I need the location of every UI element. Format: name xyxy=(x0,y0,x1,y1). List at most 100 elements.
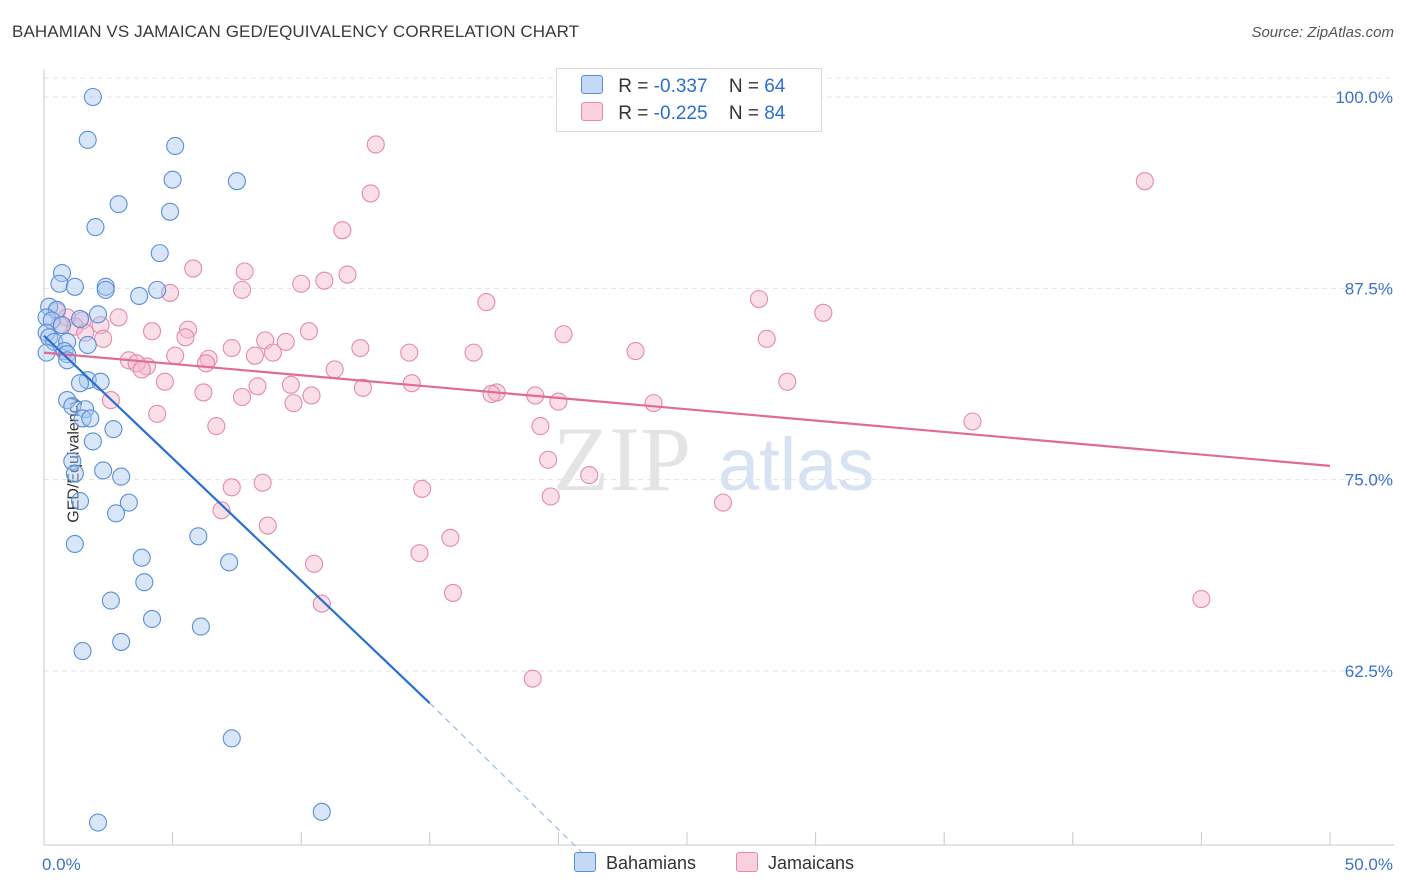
bahamians-point xyxy=(83,87,102,107)
bahamians-point xyxy=(50,274,69,293)
jamaicans-point xyxy=(531,417,550,436)
watermark-zip: ZIP xyxy=(553,408,691,510)
trend-lines xyxy=(43,334,1331,856)
jamaicans-point xyxy=(464,343,483,362)
legend-swatch-pink xyxy=(581,102,603,121)
bottom-legend-jamaicans: Jamaicans xyxy=(736,852,854,874)
grid-lines xyxy=(44,77,1394,672)
jamaicans-point xyxy=(302,386,321,405)
x-tick-label: 50.0% xyxy=(1345,855,1393,874)
jamaicans-point xyxy=(963,412,982,431)
jamaicans-point xyxy=(305,554,324,573)
bahamians-point xyxy=(227,172,246,191)
jamaicans-point xyxy=(366,135,385,154)
jamaicans-point xyxy=(400,343,419,362)
bahamians-point xyxy=(104,420,123,439)
y-tick-label: 100.0% xyxy=(1335,88,1393,107)
jamaicans-point xyxy=(315,271,334,290)
axes xyxy=(43,70,1394,846)
jamaicans-point xyxy=(194,383,213,402)
bahamians-point xyxy=(52,263,72,283)
bahamians-point xyxy=(160,202,180,221)
legend-r-label: R = xyxy=(618,103,649,124)
legend-r-value: -0.225 xyxy=(653,103,708,124)
legend-r-value: -0.337 xyxy=(653,76,708,97)
jamaicans-point xyxy=(477,293,496,312)
y-tick-label: 75.0% xyxy=(1345,471,1393,490)
jamaicans-point xyxy=(757,329,776,348)
legend-n-label: N = xyxy=(728,76,759,97)
bahamians-point xyxy=(222,729,241,748)
bottom-legend-swatch-blue xyxy=(574,852,596,872)
jamaicans-point xyxy=(207,417,226,436)
jamaicans-point xyxy=(626,342,645,361)
jamaicans-points xyxy=(47,135,1211,688)
jamaicans-point xyxy=(258,516,277,535)
jamaicans-point xyxy=(549,392,568,411)
jamaicans-point xyxy=(299,322,318,341)
bottom-legend-label: Jamaicans xyxy=(768,853,855,873)
jamaicans-point xyxy=(235,262,254,281)
jamaicans-point xyxy=(443,583,462,602)
legend-row-jamaicans: R = -0.225 N = 84 xyxy=(581,102,785,126)
jamaicans-point xyxy=(132,360,151,379)
bahamians-point xyxy=(130,286,149,306)
jamaicans-point xyxy=(284,394,303,413)
legend-n-value: 84 xyxy=(764,103,786,124)
bahamians-point xyxy=(106,504,126,523)
jamaicans-trend-line xyxy=(43,351,1331,467)
jamaicans-point xyxy=(281,375,300,394)
bahamians-point xyxy=(96,280,115,299)
bahamians-point xyxy=(88,813,108,832)
bahamians-point xyxy=(70,492,90,511)
bahamians-point xyxy=(109,195,128,214)
jamaicans-point xyxy=(196,354,216,373)
jamaicans-point xyxy=(713,493,733,512)
legend-n-label: N = xyxy=(728,103,759,124)
jamaicans-point xyxy=(155,372,174,391)
bahamians-trend-line xyxy=(43,334,431,704)
jamaicans-point xyxy=(142,322,162,341)
jamaicans-point xyxy=(222,338,241,358)
bahamians-point xyxy=(91,372,110,391)
bahamians-point xyxy=(73,642,92,661)
bahamians-point xyxy=(166,136,185,156)
bottom-legend-bahamians: Bahamians xyxy=(574,852,696,874)
jamaicans-point xyxy=(580,466,599,485)
bahamians-point xyxy=(65,534,84,554)
jamaicans-point xyxy=(778,372,797,391)
bahamians-point xyxy=(86,218,105,237)
bahamians-point xyxy=(65,464,84,483)
bahamians-point xyxy=(312,802,331,821)
bahamians-point xyxy=(70,309,90,328)
correlation-legend: R = -0.337 N = 64 R = -0.225 N = 84 xyxy=(556,68,822,132)
jamaicans-point xyxy=(166,346,185,365)
bahamians-point xyxy=(37,308,56,327)
jamaicans-point xyxy=(263,343,282,362)
jamaicans-point xyxy=(292,274,311,293)
legend-swatch-blue xyxy=(581,75,603,94)
bahamians-point xyxy=(94,461,113,480)
jamaicans-point xyxy=(333,221,352,240)
jamaicans-point xyxy=(441,528,460,547)
jamaicans-point xyxy=(109,308,128,327)
bahamians-point xyxy=(142,609,162,629)
bahamians-point xyxy=(135,573,154,592)
jamaicans-point xyxy=(276,332,295,351)
bahamians-point xyxy=(150,244,169,263)
bahamians-point xyxy=(83,432,102,451)
watermark-atlas: atlas xyxy=(718,423,874,506)
legend-n-value: 64 xyxy=(764,76,786,97)
source-label: Source: ZipAtlas.com xyxy=(1251,24,1394,41)
bahamians-point xyxy=(78,335,97,355)
bahamians-point xyxy=(52,316,72,335)
bahamians-point xyxy=(81,409,100,428)
bahamians-point xyxy=(191,617,210,636)
jamaicans-point xyxy=(402,374,421,393)
jamaicans-point xyxy=(539,450,558,469)
bahamians-point xyxy=(101,591,120,610)
jamaicans-point xyxy=(338,265,357,284)
bahamians-point xyxy=(148,280,167,299)
jamaicans-point xyxy=(353,378,372,397)
